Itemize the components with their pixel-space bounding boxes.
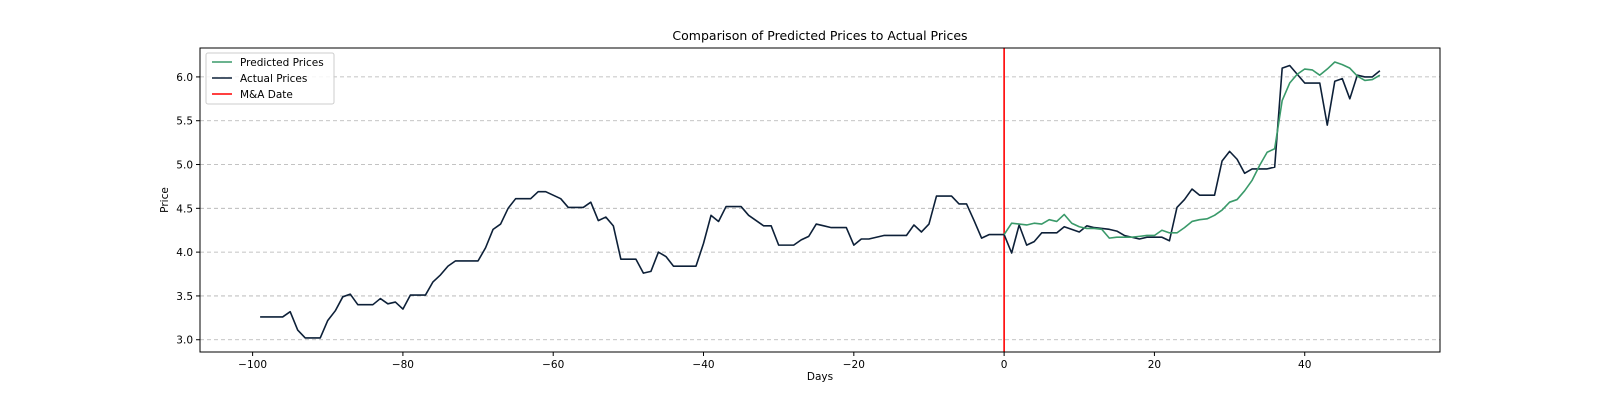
x-axis-ticks: −100 −80 −60 −40 −20 0 20 40	[238, 352, 1311, 371]
y-axis-ticks: 3.0 3.5 4.0 4.5 5.0 5.5 6.0	[176, 72, 200, 347]
series-line-actual-prices	[260, 64, 1381, 339]
x-tick-label: −80	[392, 359, 414, 371]
series-line-predicted-prices	[1003, 61, 1381, 239]
x-tick-label: −20	[843, 359, 865, 371]
y-tick-label: 4.5	[176, 203, 193, 215]
chart-title: Comparison of Predicted Prices to Actual…	[672, 28, 967, 43]
legend-label-predicted-prices: Predicted Prices	[240, 57, 324, 69]
y-tick-label: 4.0	[176, 247, 193, 259]
x-tick-label: −100	[238, 359, 267, 371]
legend-box	[205, 52, 335, 105]
y-tick-label: 3.5	[176, 291, 193, 303]
legend: Predicted Prices Actual Prices M&A Date	[205, 52, 335, 105]
y-tick-label: 5.5	[176, 116, 193, 128]
y-tick-label: 5.0	[176, 160, 193, 172]
x-tick-label: 20	[1148, 359, 1161, 371]
y-axis-label: Price	[159, 187, 171, 213]
x-axis-label: Days	[807, 371, 833, 383]
grid-lines	[200, 76, 1440, 341]
plot-frame	[199, 47, 1441, 353]
y-tick-label: 6.0	[176, 72, 193, 84]
legend-label-ma-date: M&A Date	[240, 89, 293, 101]
x-tick-label: 40	[1298, 359, 1311, 371]
data-series	[260, 61, 1381, 339]
x-tick-label: −60	[542, 359, 564, 371]
x-tick-label: −40	[692, 359, 714, 371]
x-tick-label: 0	[1001, 359, 1008, 371]
legend-label-actual-prices: Actual Prices	[240, 73, 307, 85]
y-tick-label: 3.0	[176, 335, 193, 347]
